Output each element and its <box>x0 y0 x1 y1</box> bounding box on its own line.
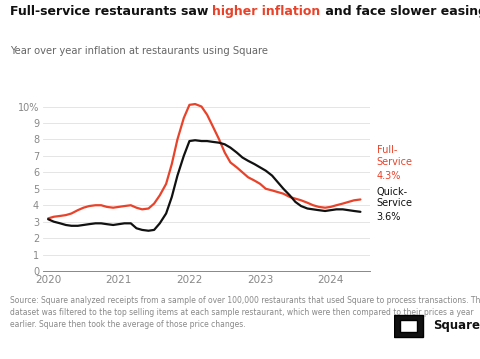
Text: Square: Square <box>433 319 480 332</box>
Text: 3.6%: 3.6% <box>377 212 401 222</box>
Text: higher inflation: higher inflation <box>212 5 321 18</box>
Text: and face slower easing: and face slower easing <box>321 5 480 18</box>
Text: Year over year inflation at restaurants using Square: Year over year inflation at restaurants … <box>10 46 268 56</box>
Text: Full-service restaurants saw: Full-service restaurants saw <box>10 5 212 18</box>
FancyBboxPatch shape <box>400 320 417 332</box>
Text: Source: Square analyzed receipts from a sample of over 100,000 restaurants that : Source: Square analyzed receipts from a … <box>10 296 480 329</box>
FancyBboxPatch shape <box>394 315 423 337</box>
Text: Quick-
Service: Quick- Service <box>377 187 413 208</box>
Text: Full-
Service: Full- Service <box>377 145 413 167</box>
Text: 4.3%: 4.3% <box>377 171 401 181</box>
